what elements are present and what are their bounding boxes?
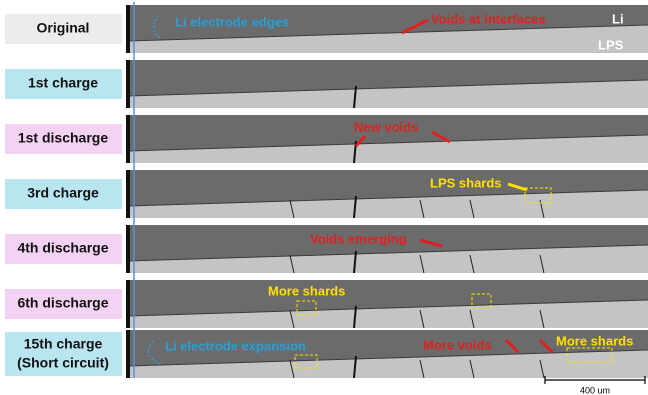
scale-bar-label: 400 um	[580, 385, 610, 395]
annotation: New voids	[354, 119, 418, 134]
annotation: More shards	[268, 283, 345, 298]
edge	[126, 5, 130, 53]
annotation: LPS shards	[430, 175, 502, 190]
edge	[126, 170, 130, 218]
image-strips	[126, 5, 648, 378]
annotation: More shards	[556, 333, 633, 348]
annotation: Li electrode edges	[175, 14, 289, 29]
row-sublabel: (Short circuit)	[17, 355, 109, 371]
annotation: Li	[612, 11, 624, 26]
row-label: 15th charge	[24, 336, 103, 352]
annotation: Voids at interfaces	[431, 11, 546, 26]
row-label: 4th discharge	[17, 240, 108, 256]
edge	[126, 115, 130, 163]
edge	[126, 225, 130, 273]
figure: Original 1st charge 1st discharge 3rd charg…	[0, 0, 648, 395]
row-labels: Original 1st charge 1st discharge 3rd charg…	[5, 14, 122, 376]
annotation: Voids emerging	[310, 231, 407, 246]
edge	[126, 280, 130, 328]
annotation: Li electrode expansion	[165, 338, 306, 353]
annotation: LPS	[598, 37, 624, 52]
row-label: Original	[37, 20, 90, 36]
row-label: 3rd charge	[27, 185, 99, 201]
row-label: 1st charge	[28, 75, 98, 91]
edge	[126, 330, 130, 378]
annotation: More voids	[423, 337, 492, 352]
edge	[126, 60, 130, 108]
row-label: 1st discharge	[18, 130, 108, 146]
row-label: 6th discharge	[17, 295, 108, 311]
